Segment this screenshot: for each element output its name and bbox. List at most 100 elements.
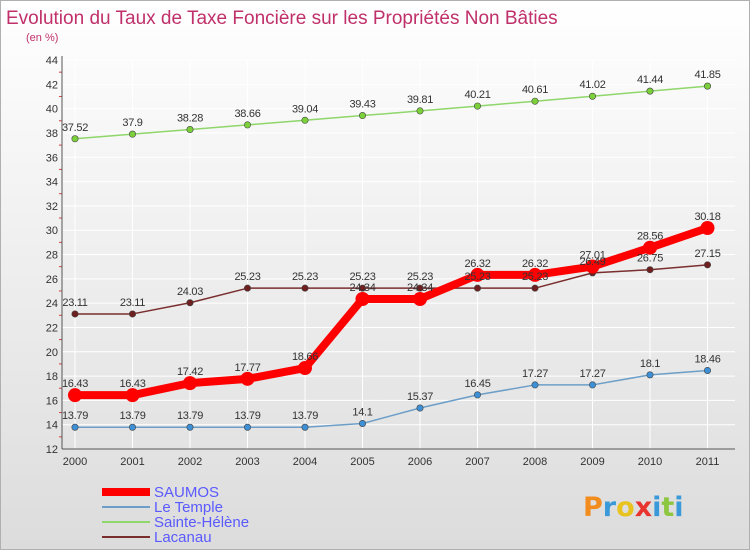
data-point: [470, 267, 485, 282]
y-tick-label: 22: [46, 322, 58, 334]
data-point: [416, 107, 424, 115]
chart-title: Evolution du Taux de Taxe Foncière sur l…: [6, 8, 558, 29]
logo-letter: x: [635, 492, 652, 523]
data-label: 39.04: [292, 103, 318, 115]
data-label: 39.43: [349, 99, 375, 111]
x-tick-label: 2004: [293, 456, 317, 468]
data-point: [71, 135, 79, 143]
data-label: 25.23: [292, 271, 318, 283]
data-point: [358, 284, 366, 292]
data-point: [585, 259, 600, 274]
data-label: 26.49: [579, 256, 605, 268]
data-point: [129, 310, 137, 318]
legend-label: Sainte-Hélène: [154, 514, 249, 531]
data-point: [68, 388, 82, 403]
data-label: 27.15: [694, 248, 720, 260]
x-tick-label: 2001: [120, 456, 144, 468]
data-label: 13.79: [234, 410, 260, 422]
data-point: [473, 391, 481, 399]
x-tick-label: 2010: [638, 456, 662, 468]
data-point: [71, 423, 79, 431]
y-tick-label: 26: [46, 274, 58, 286]
data-point: [700, 220, 715, 235]
data-point: [298, 361, 312, 376]
x-tick-label: 2011: [696, 456, 720, 468]
data-point: [473, 284, 481, 292]
data-label: 39.81: [407, 94, 433, 106]
chart-subtitle: (en %): [26, 32, 58, 44]
data-label: 37.52: [62, 122, 88, 134]
data-point: [531, 284, 539, 292]
y-tick-label: 44: [46, 55, 58, 67]
x-tick-label: 2003: [235, 456, 259, 468]
x-tick-label: 2006: [408, 456, 432, 468]
data-point: [244, 121, 252, 129]
y-tick-label: 12: [46, 444, 58, 456]
data-label: 25.23: [234, 271, 260, 283]
data-label: 16.43: [119, 378, 145, 390]
logo-letter: t: [661, 492, 674, 523]
data-label: 41.44: [637, 74, 663, 86]
data-label: 38.28: [177, 113, 203, 125]
data-point: [703, 82, 711, 90]
data-label-layer: 16.43 16.43 17.42 17.77 18.66 24.34 24.34 26.32…: [62, 69, 721, 422]
data-label: 13.79: [177, 410, 203, 422]
data-label: 17.27: [579, 368, 605, 380]
logo-letter: i: [652, 492, 661, 523]
series-line: [75, 264, 708, 315]
data-point: [413, 291, 427, 306]
data-point: [473, 102, 481, 110]
series-line: [74, 85, 708, 140]
data-label: 17.42: [177, 366, 203, 378]
data-point: [301, 116, 309, 124]
data-point: [71, 310, 79, 318]
data-label: 17.77: [234, 362, 260, 374]
data-point: [186, 126, 194, 134]
series-line: [75, 369, 708, 428]
data-label: 25.23: [349, 271, 375, 283]
data-label: 16.45: [464, 378, 490, 390]
data-label: 41.02: [579, 79, 605, 91]
data-label: 16.43: [62, 378, 88, 390]
y-tick-label: 32: [46, 201, 58, 213]
series-saumos: [68, 220, 715, 403]
series-line: [75, 224, 709, 400]
data-label: 26.32: [464, 258, 490, 270]
data-point: [646, 266, 654, 274]
data-label: 25.23: [407, 271, 433, 283]
data-point: [183, 376, 197, 391]
data-label: 25.23: [464, 271, 490, 283]
data-label: 26.75: [637, 253, 663, 265]
data-label: 27.01: [579, 250, 605, 262]
data-label: 40.21: [464, 89, 490, 101]
x-tick-label: 2005: [350, 456, 374, 468]
data-point: [125, 388, 140, 403]
y-tick-label: 24: [46, 298, 58, 310]
legend-label: Le Temple: [154, 499, 223, 516]
data-label: 23.11: [120, 297, 145, 309]
data-point: [186, 299, 194, 307]
data-point: [703, 261, 711, 269]
data-label: 18.46: [694, 353, 720, 365]
series-lacanau: [71, 261, 711, 318]
data-point: [129, 423, 137, 431]
series-le-temple: [71, 366, 711, 431]
x-tick-label: 2000: [63, 456, 87, 468]
logo-letter: i: [674, 492, 683, 523]
data-label: 24.34: [407, 282, 433, 294]
data-point: [416, 284, 424, 292]
data-point: [531, 381, 539, 389]
data-point: [358, 112, 366, 120]
data-point: [646, 87, 654, 95]
data-point: [528, 267, 542, 282]
data-label: 17.27: [522, 368, 548, 380]
x-tick-label: 2008: [523, 456, 547, 468]
data-label: 15.37: [407, 391, 433, 403]
data-point: [531, 97, 539, 105]
data-point: [244, 423, 252, 431]
data-label: 14.1: [352, 406, 372, 418]
data-point: [588, 92, 596, 100]
data-point: [240, 371, 255, 386]
